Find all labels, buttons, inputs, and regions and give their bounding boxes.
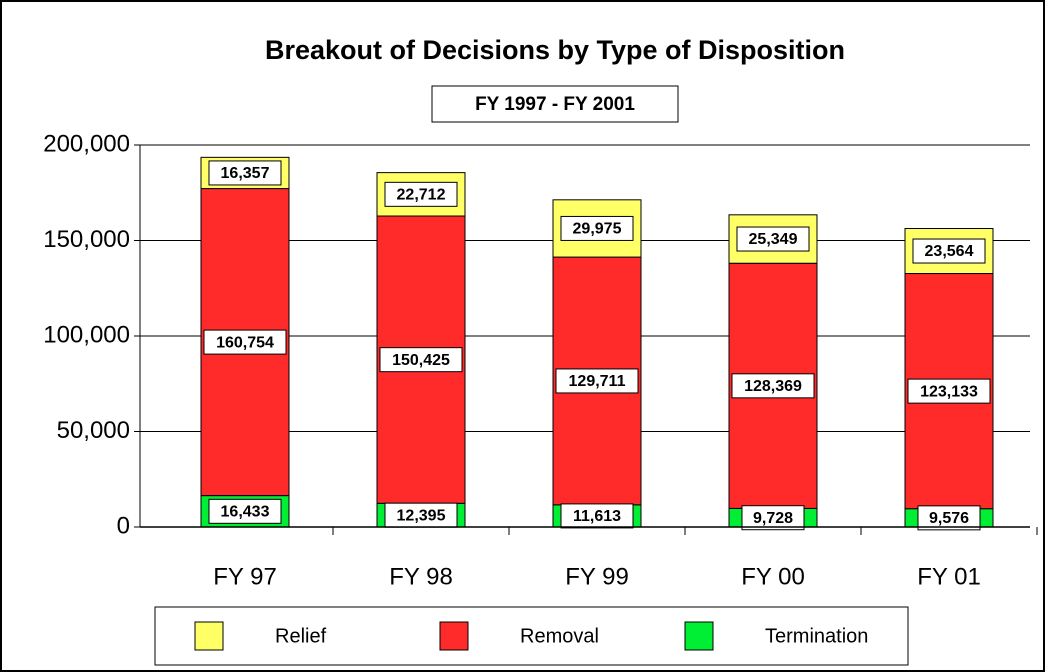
y-tick-label: 150,000 <box>43 226 130 253</box>
value-label-box <box>741 505 805 531</box>
value-label: 16,357 <box>221 165 270 182</box>
value-label-box <box>203 329 287 355</box>
value-label: 25,349 <box>749 231 798 248</box>
y-tick-label: 0 <box>117 512 130 539</box>
value-label-box <box>736 226 810 252</box>
x-tick-label: FY 00 <box>741 563 805 590</box>
value-label-box <box>379 347 463 373</box>
value-label-box <box>917 505 981 531</box>
y-tick-label: 200,000 <box>43 130 130 157</box>
value-label-box <box>208 498 282 524</box>
legend-label: Removal <box>520 625 599 647</box>
value-label-box <box>555 368 639 394</box>
y-tick-label: 50,000 <box>57 417 130 444</box>
value-label-box <box>560 215 634 241</box>
value-label: 160,754 <box>216 334 274 351</box>
value-label: 22,712 <box>397 187 446 204</box>
subtitle-box <box>431 85 679 123</box>
x-tick-label: FY 98 <box>389 563 453 590</box>
legend <box>154 606 909 666</box>
value-label: 29,975 <box>573 221 622 238</box>
value-label: 128,369 <box>744 378 802 395</box>
legend-swatch <box>439 621 469 651</box>
legend-label: Termination <box>765 625 868 647</box>
value-label: 9,728 <box>753 510 793 527</box>
value-label-box <box>384 502 458 528</box>
x-tick-label: FY 97 <box>213 563 277 590</box>
value-label-box <box>560 503 634 529</box>
chart-subtitle: FY 1997 - FY 2001 <box>475 94 635 115</box>
legend-swatch <box>194 621 224 651</box>
value-label-box <box>384 181 458 207</box>
y-tick-label: 100,000 <box>43 321 130 348</box>
value-label: 150,425 <box>392 352 450 369</box>
value-label: 129,711 <box>569 373 626 390</box>
value-label-box <box>208 160 282 186</box>
value-label: 9,576 <box>929 510 969 527</box>
value-label: 23,564 <box>925 243 974 260</box>
chart-title: Breakout of Decisions by Type of Disposi… <box>265 35 845 65</box>
value-label-box <box>912 238 986 264</box>
value-label: 11,613 <box>573 508 621 525</box>
legend-swatch <box>684 621 714 651</box>
x-tick-label: FY 01 <box>917 563 981 590</box>
legend-label: Relief <box>275 625 327 647</box>
value-label: 16,433 <box>221 504 270 521</box>
value-label-box <box>907 378 991 404</box>
value-label-box <box>731 373 815 399</box>
value-label: 12,395 <box>397 507 446 524</box>
value-label: 123,133 <box>920 383 978 400</box>
x-tick-label: FY 99 <box>565 563 629 590</box>
